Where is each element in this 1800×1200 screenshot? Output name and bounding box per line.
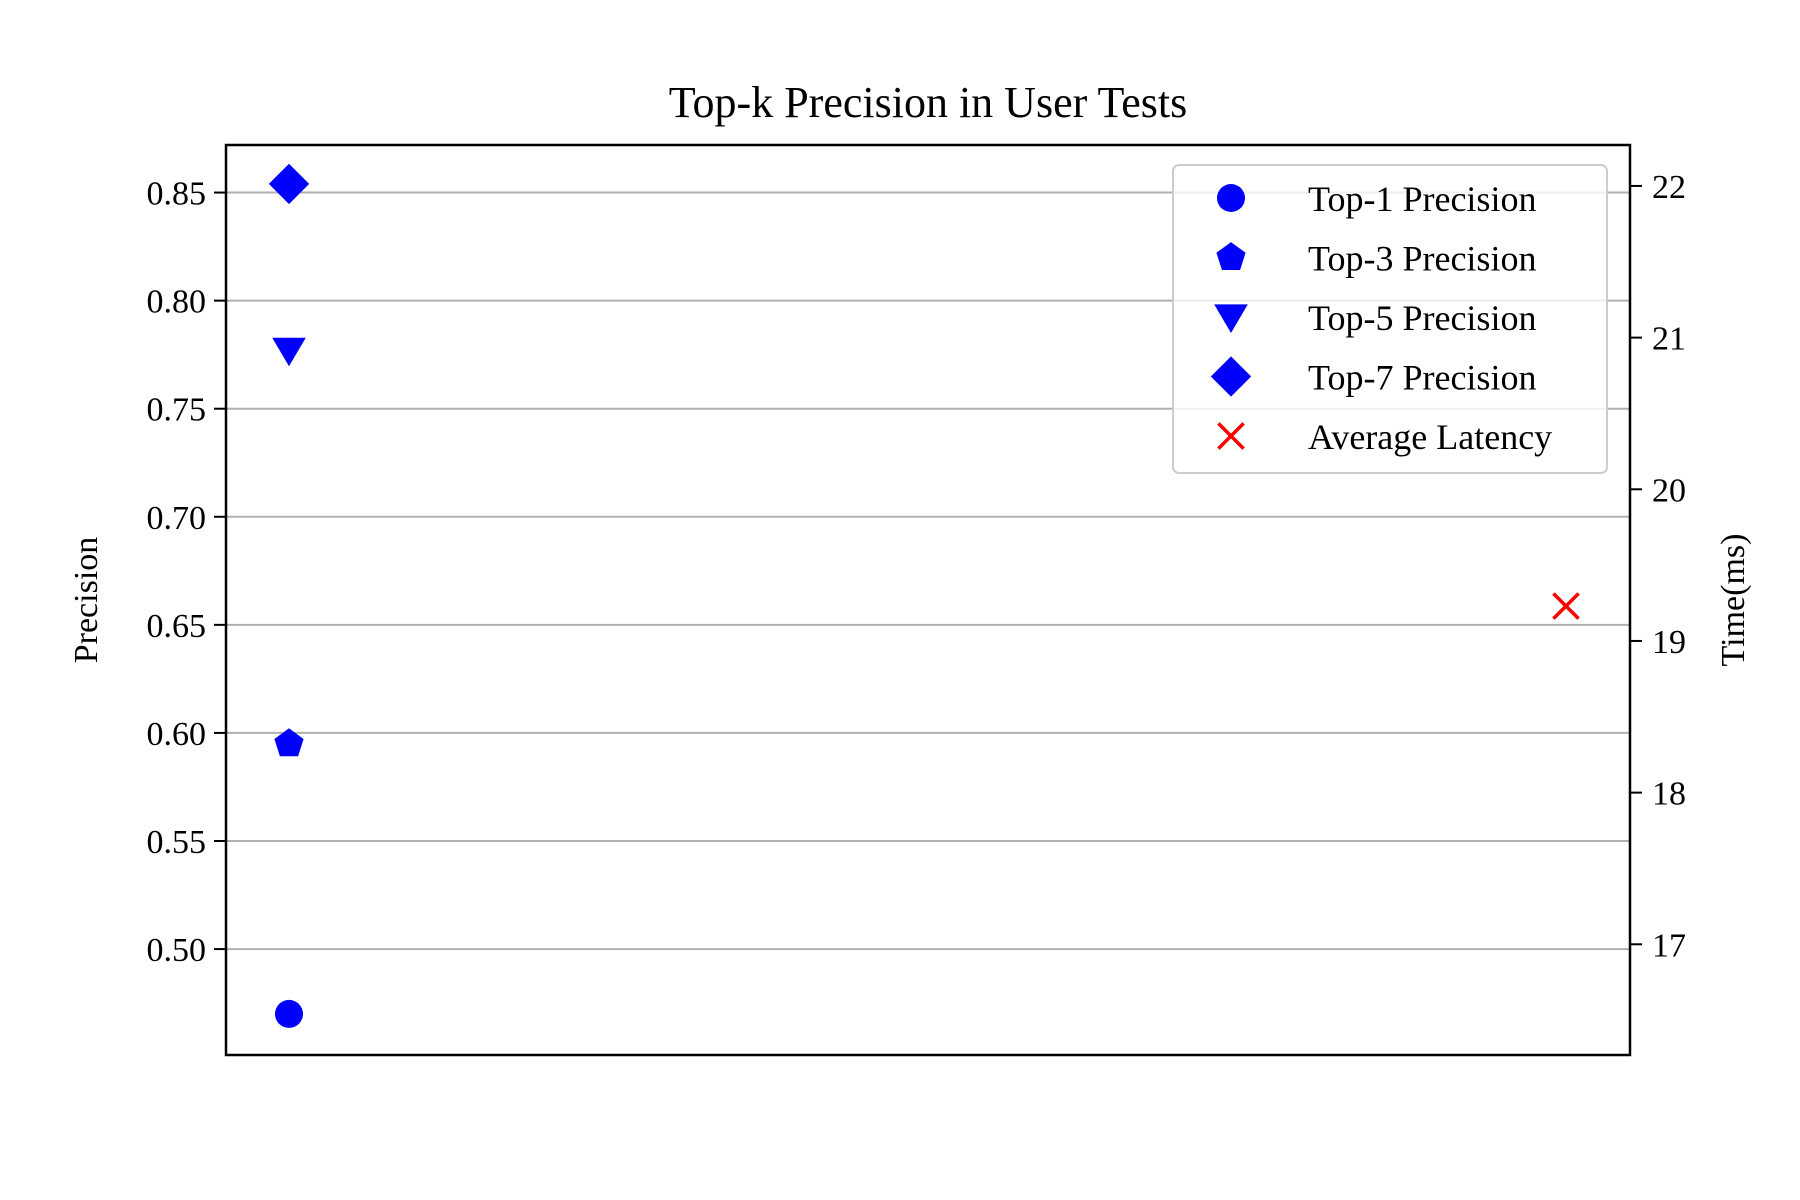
y2-tick-label: 22 — [1652, 169, 1686, 206]
legend-marker-pentagon — [1216, 242, 1246, 270]
legend-label: Top-3 Precision — [1308, 239, 1536, 279]
y2-tick-label: 21 — [1652, 321, 1686, 358]
plot-frame — [224, 143, 1632, 1057]
y-tick-label: 0.55 — [147, 824, 207, 861]
y-axis-label: Precision — [68, 537, 105, 664]
legend-marker-x — [1217, 422, 1245, 450]
y2-tick-label: 18 — [1652, 776, 1686, 813]
y2-tick-label: 17 — [1652, 927, 1686, 964]
y-tick-label: 0.75 — [147, 392, 207, 429]
y-tick-label: 0.80 — [147, 284, 207, 321]
legend-marker-triangle-down — [1214, 304, 1248, 333]
y-tick-label: 0.70 — [147, 500, 207, 537]
legend-marker-diamond — [1210, 356, 1252, 397]
legend-marker-circle — [1217, 184, 1245, 212]
data-point-x — [1552, 592, 1580, 620]
y2-tick-label: 19 — [1652, 624, 1686, 661]
y-tick-label: 0.60 — [147, 716, 207, 753]
y-tick-label: 0.85 — [147, 176, 207, 213]
y-tick-label: 0.50 — [147, 932, 207, 969]
y-tick-label: 0.65 — [147, 608, 207, 645]
y2-tick-label: 20 — [1652, 472, 1686, 509]
legend-box — [1172, 164, 1608, 474]
data-points — [268, 163, 1580, 1028]
y2-axis-label: Time(ms) — [1715, 534, 1752, 667]
legend-label: Top-7 Precision — [1308, 358, 1536, 398]
left-y-axis: 0.50 0.55 0.60 0.65 0.70 0.75 0.80 0.85 — [147, 176, 226, 969]
data-point-triangle-down — [272, 337, 306, 367]
chart-title: Top-k Precision in User Tests — [669, 78, 1188, 127]
legend-label: Top-5 Precision — [1308, 298, 1536, 338]
data-point-pentagon — [274, 728, 304, 757]
data-point-diamond — [268, 163, 310, 205]
data-point-circle — [275, 999, 303, 1028]
gridlines — [226, 191, 1630, 951]
legend-label: Top-1 Precision — [1308, 179, 1536, 219]
legend: Top-1 Precision Top-3 Precision Top-5 Prec… — [1172, 164, 1608, 474]
right-y-axis: 17 18 19 20 21 22 — [1630, 169, 1686, 964]
legend-label: Average Latency — [1308, 417, 1552, 457]
